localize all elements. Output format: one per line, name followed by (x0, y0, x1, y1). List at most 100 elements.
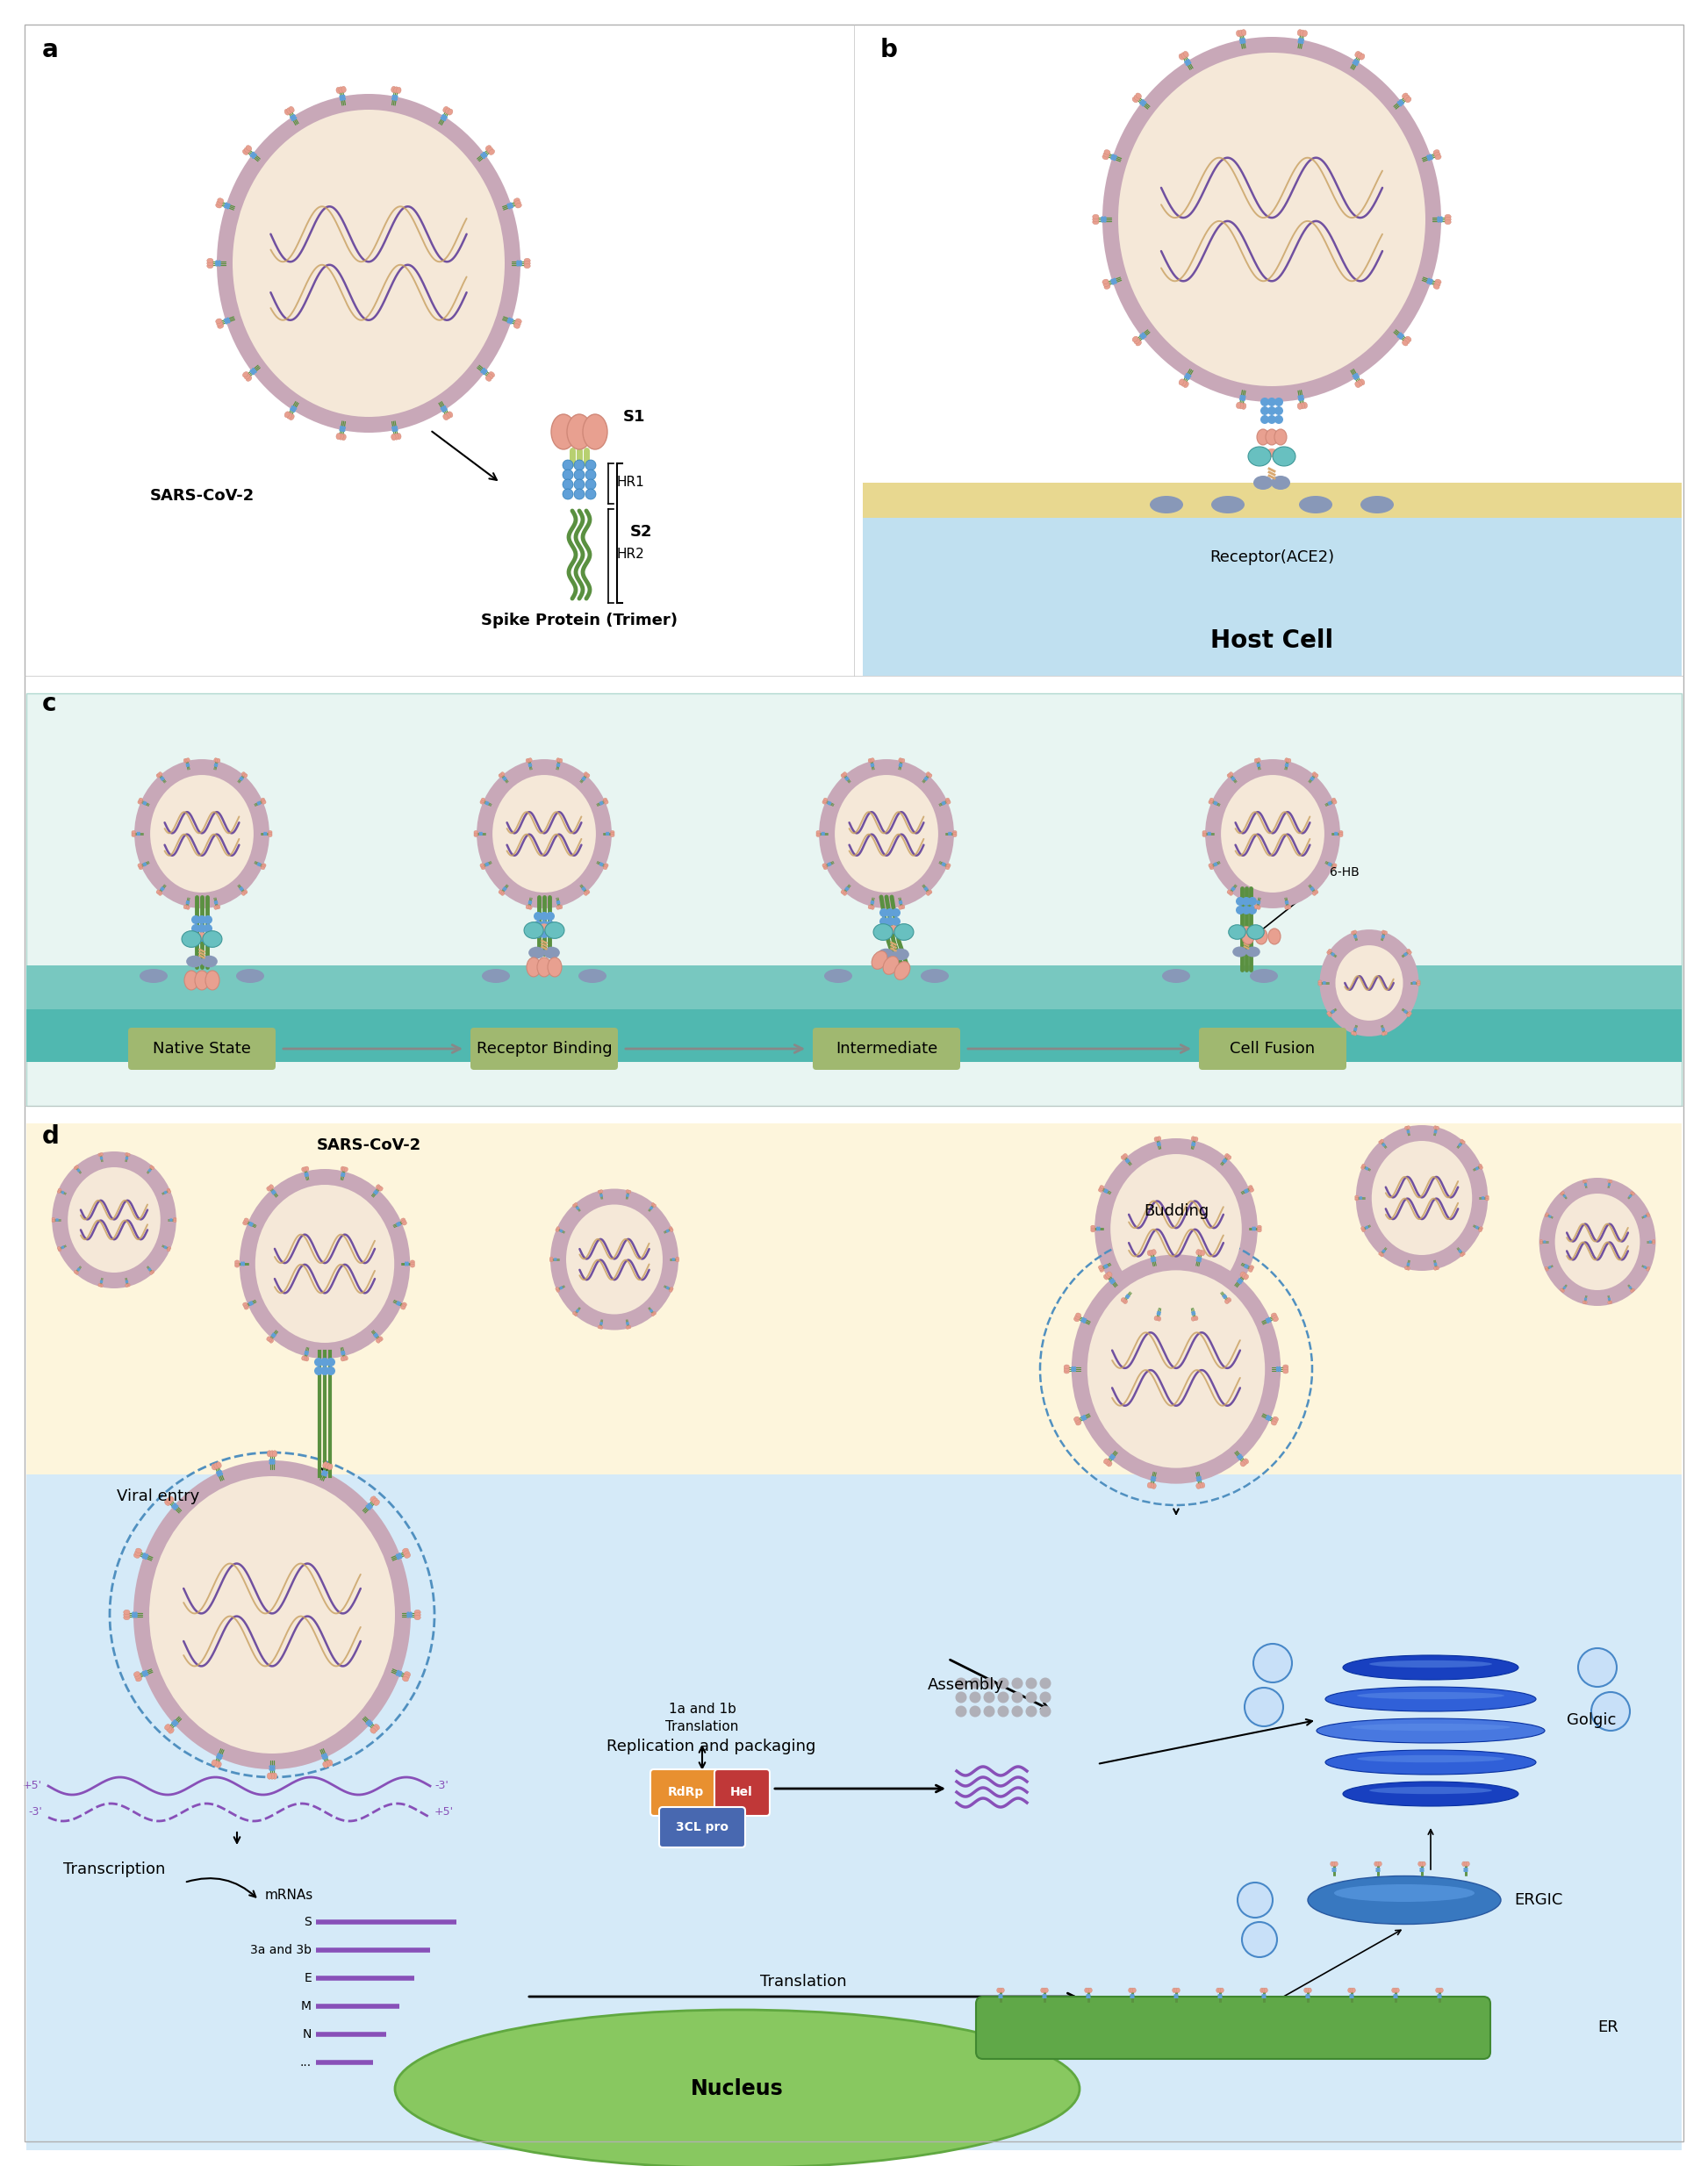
Ellipse shape (1383, 931, 1385, 934)
Ellipse shape (1179, 54, 1184, 61)
Circle shape (1274, 407, 1283, 416)
Text: HR2: HR2 (617, 548, 644, 561)
Circle shape (1298, 41, 1301, 43)
Text: E: E (304, 1971, 311, 1984)
Ellipse shape (345, 1167, 348, 1172)
Ellipse shape (167, 1189, 171, 1191)
Ellipse shape (73, 1167, 77, 1170)
Ellipse shape (405, 1672, 410, 1676)
Ellipse shape (164, 1724, 171, 1731)
Ellipse shape (270, 1772, 275, 1778)
Ellipse shape (1563, 1291, 1565, 1293)
Text: M: M (301, 1999, 311, 2012)
Circle shape (396, 1672, 398, 1676)
Circle shape (1242, 399, 1245, 401)
Ellipse shape (1192, 1137, 1196, 1141)
Circle shape (1240, 396, 1242, 401)
Circle shape (1464, 1869, 1465, 1871)
Ellipse shape (557, 1228, 559, 1230)
Ellipse shape (1218, 1988, 1221, 1993)
Ellipse shape (1479, 1228, 1483, 1230)
Ellipse shape (1254, 905, 1257, 910)
Text: Receptor(ACE2): Receptor(ACE2) (1209, 550, 1334, 565)
Ellipse shape (241, 771, 244, 775)
Ellipse shape (926, 892, 929, 895)
Ellipse shape (1074, 1417, 1079, 1421)
Ellipse shape (1460, 1139, 1464, 1141)
Ellipse shape (166, 1499, 173, 1503)
Circle shape (1237, 897, 1245, 905)
Circle shape (173, 1722, 176, 1726)
Circle shape (1334, 1867, 1336, 1869)
Ellipse shape (1261, 1988, 1264, 1993)
Circle shape (442, 119, 446, 121)
Text: b: b (880, 37, 898, 63)
Circle shape (215, 264, 219, 266)
Ellipse shape (135, 1551, 140, 1555)
Ellipse shape (625, 1189, 629, 1193)
Circle shape (1083, 1417, 1086, 1419)
Ellipse shape (1647, 1215, 1650, 1217)
Ellipse shape (625, 1326, 629, 1330)
Circle shape (1276, 1367, 1279, 1371)
Ellipse shape (1385, 931, 1387, 934)
Ellipse shape (1647, 1213, 1648, 1215)
Circle shape (1173, 1995, 1177, 1997)
Ellipse shape (306, 1356, 309, 1360)
Circle shape (176, 1505, 179, 1508)
Ellipse shape (1348, 1988, 1351, 1993)
Ellipse shape (1332, 866, 1336, 869)
FancyBboxPatch shape (813, 1027, 960, 1070)
Circle shape (1185, 61, 1189, 63)
Circle shape (340, 1352, 343, 1354)
Ellipse shape (514, 201, 521, 206)
Circle shape (1254, 1644, 1291, 1683)
Circle shape (396, 1224, 400, 1226)
Ellipse shape (183, 758, 186, 762)
Circle shape (442, 407, 444, 409)
Circle shape (1269, 1417, 1271, 1419)
Ellipse shape (1226, 773, 1230, 778)
Circle shape (1240, 1456, 1242, 1460)
Circle shape (1112, 1458, 1114, 1460)
Ellipse shape (1103, 149, 1110, 154)
Circle shape (1131, 1997, 1132, 1999)
Circle shape (442, 405, 446, 409)
Ellipse shape (1136, 93, 1141, 97)
Circle shape (145, 1672, 149, 1674)
Text: S1: S1 (623, 409, 646, 425)
Circle shape (219, 1757, 222, 1759)
Ellipse shape (1631, 1191, 1633, 1193)
Circle shape (1073, 1369, 1076, 1371)
Bar (26, 1009, 1682, 1061)
Ellipse shape (415, 1609, 420, 1614)
Circle shape (191, 916, 200, 925)
Ellipse shape (1228, 1157, 1231, 1159)
Circle shape (1044, 1995, 1045, 1997)
Circle shape (307, 1174, 309, 1176)
Ellipse shape (1436, 1126, 1438, 1131)
Text: a: a (43, 37, 58, 63)
Ellipse shape (1332, 799, 1336, 804)
Ellipse shape (1435, 1126, 1438, 1128)
Ellipse shape (528, 758, 531, 762)
Ellipse shape (560, 905, 562, 910)
Circle shape (398, 1304, 400, 1306)
Circle shape (1112, 1456, 1114, 1458)
Ellipse shape (217, 1462, 222, 1469)
Ellipse shape (325, 1462, 330, 1469)
Ellipse shape (1257, 905, 1261, 910)
Ellipse shape (1298, 30, 1301, 35)
Circle shape (507, 318, 511, 323)
Circle shape (1354, 373, 1358, 377)
Circle shape (1332, 1867, 1336, 1869)
Circle shape (1240, 1456, 1243, 1458)
Ellipse shape (605, 799, 608, 804)
Circle shape (1081, 1417, 1085, 1419)
Circle shape (1274, 399, 1283, 407)
Circle shape (1073, 1367, 1076, 1371)
Ellipse shape (164, 1499, 171, 1505)
Ellipse shape (1435, 1267, 1438, 1269)
Ellipse shape (243, 149, 248, 154)
Ellipse shape (1418, 983, 1421, 986)
